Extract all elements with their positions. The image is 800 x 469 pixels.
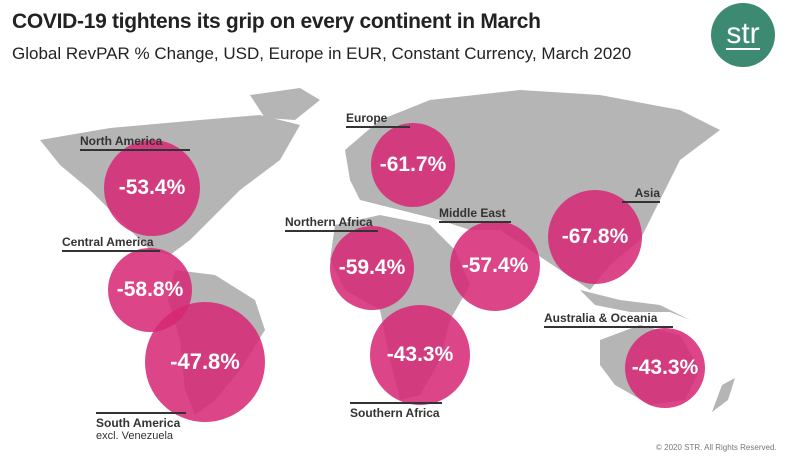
bubble-europe: -61.7% [371,123,455,207]
label-australia-oceania: Australia & Oceania [544,311,673,328]
bubble-south-america: -47.8% [145,302,265,422]
bubble-asia: -67.8% [548,190,642,284]
bubble-australia-oceania: -43.3% [625,328,705,408]
label-north-america: North America [80,134,190,151]
bubble-middle-east: -57.4% [450,221,540,311]
bubble-central-america: -58.8% [108,248,192,332]
bubble-northern-africa: -59.4% [330,226,414,310]
copyright: © 2020 STR. All Rights Reserved. [656,443,777,452]
label-middle-east: Middle East [439,206,511,223]
label-asia: Asia [622,186,660,203]
page-title: COVID-19 tightens its grip on every cont… [12,10,541,33]
new-zealand-shape [712,378,735,412]
label-europe: Europe [346,111,410,128]
page-subtitle: Global RevPAR % Change, USD, Europe in E… [12,44,632,63]
label-southern-africa: Southern Africa [350,402,442,421]
str-logo: str [711,3,775,67]
label-south-america-note: excl. Venezuela [96,430,174,442]
label-south-america: South America [96,412,186,431]
bubble-north-america: -53.4% [104,140,200,236]
label-northern-africa: Northern Africa [285,215,378,232]
label-central-america: Central America [62,235,160,252]
greenland-shape [250,88,320,120]
bubble-southern-africa: -43.3% [370,305,470,405]
southeast-asia-shape [580,290,690,320]
